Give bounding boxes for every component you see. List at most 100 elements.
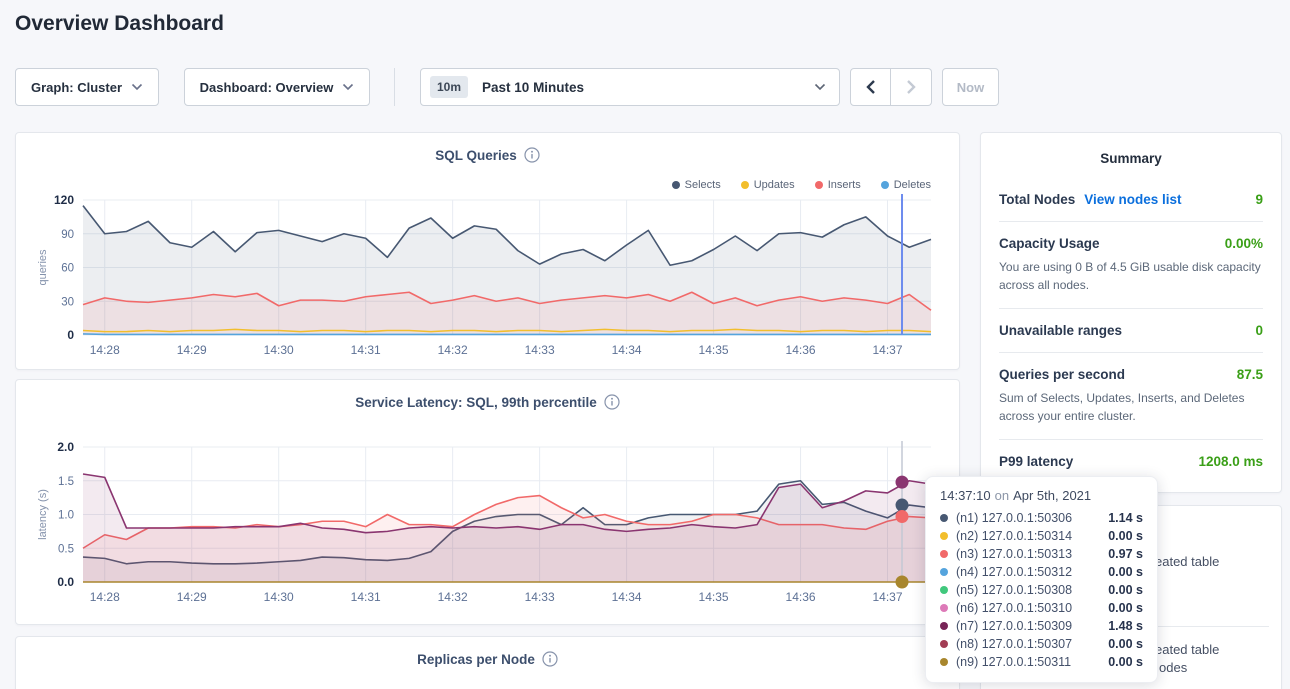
- view-nodes-list-link[interactable]: View nodes list: [1084, 192, 1182, 207]
- tooltip-node-row: (n9) 127.0.0.1:50311 0.00 s: [940, 653, 1143, 671]
- service-latency-panel: Service Latency: SQL, 99th percentile 0.…: [15, 379, 960, 625]
- svg-text:30: 30: [61, 296, 74, 308]
- tooltip-node-row: (n1) 127.0.0.1:50306 1.14 s: [940, 509, 1143, 527]
- svg-text:90: 90: [61, 229, 74, 241]
- svg-text:14:29: 14:29: [177, 590, 207, 604]
- time-nav-group: [850, 68, 932, 106]
- event-item-fragment[interactable]: odes: [1159, 660, 1188, 675]
- node-address: (n3) 127.0.0.1:50313: [956, 547, 1073, 561]
- svg-text:2.0: 2.0: [57, 440, 74, 454]
- node-address: (n9) 127.0.0.1:50311: [956, 655, 1072, 669]
- tooltip-node-row: (n8) 127.0.0.1:50307 0.00 s: [940, 635, 1143, 653]
- node-latency-value: 0.00 s: [1108, 583, 1143, 597]
- summary-divider: [999, 439, 1263, 440]
- summary-divider: [999, 352, 1263, 353]
- legend-item-updates[interactable]: Updates: [740, 179, 795, 191]
- svg-text:14:28: 14:28: [90, 590, 120, 604]
- tooltip-node-list: (n1) 127.0.0.1:50306 1.14 s (n2) 127.0.0.1…: [940, 509, 1143, 671]
- tooltip-on: on: [994, 488, 1010, 503]
- chart-title: SQL Queries: [435, 147, 517, 163]
- summary-label: Total Nodes: [999, 192, 1076, 207]
- node-latency-value: 0.00 s: [1108, 601, 1143, 615]
- legend-dot-icon: [671, 181, 680, 189]
- tooltip-date: Apr 5th, 2021: [1013, 488, 1092, 503]
- events-divider: [1157, 626, 1269, 627]
- info-icon[interactable]: [542, 651, 558, 667]
- now-button[interactable]: Now: [942, 68, 999, 106]
- node-address: (n2) 127.0.0.1:50314: [956, 529, 1073, 543]
- legend-item-deletes[interactable]: Deletes: [880, 179, 931, 191]
- chart-legend: Selects Updates Inserts Deletes: [671, 179, 931, 191]
- legend-item-inserts[interactable]: Inserts: [814, 179, 861, 191]
- node-color-dot-icon: [940, 640, 948, 648]
- svg-text:14:36: 14:36: [786, 343, 816, 357]
- svg-text:14:29: 14:29: [177, 343, 207, 357]
- svg-text:14:33: 14:33: [525, 590, 555, 604]
- node-latency-value: 1.14 s: [1108, 511, 1143, 525]
- node-color-dot-icon: [940, 532, 948, 540]
- summary-value: 1208.0 ms: [1198, 454, 1263, 469]
- svg-text:120: 120: [54, 193, 74, 207]
- time-range-dropdown[interactable]: 10m Past 10 Minutes: [420, 68, 840, 106]
- summary-panel: Summary Total Nodes View nodes list 9 Capac…: [980, 132, 1282, 493]
- dashboard-dropdown[interactable]: Dashboard: Overview: [184, 68, 370, 106]
- summary-value: 9: [1255, 192, 1263, 207]
- graph-dropdown-label: Graph: Cluster: [30, 79, 122, 95]
- graph-dropdown[interactable]: Graph: Cluster: [15, 68, 159, 106]
- svg-text:14:36: 14:36: [786, 590, 816, 604]
- legend-dot-icon: [814, 181, 823, 189]
- node-address: (n5) 127.0.0.1:50308: [956, 583, 1073, 597]
- chart-title: Service Latency: SQL, 99th percentile: [355, 394, 597, 410]
- tooltip-node-row: (n7) 127.0.0.1:50309 1.48 s: [940, 617, 1143, 635]
- service-latency-chart[interactable]: 0.0 0.5 1.0 1.5 2.0 14:28 14:29 14:30 14:31 14:32…: [16, 438, 961, 610]
- tooltip-node-row: (n4) 127.0.0.1:50312 0.00 s: [940, 563, 1143, 581]
- svg-text:0.0: 0.0: [57, 575, 74, 589]
- tooltip-node-row: (n5) 127.0.0.1:50308 0.00 s: [940, 581, 1143, 599]
- sql-queries-chart[interactable]: 0 30 60 90 120 14:28 14:29 14:30 14:31 14:32 14:33…: [16, 191, 961, 363]
- svg-text:14:31: 14:31: [351, 590, 381, 604]
- chevron-left-icon: [865, 80, 875, 94]
- time-next-button[interactable]: [891, 68, 932, 106]
- summary-items: Total Nodes View nodes list 9 Capacity Usag…: [999, 192, 1263, 469]
- summary-label: Capacity Usage: [999, 236, 1100, 251]
- summary-value: 0.00%: [1224, 236, 1263, 251]
- info-icon[interactable]: [604, 394, 620, 410]
- info-icon[interactable]: [524, 147, 540, 163]
- summary-title: Summary: [1100, 151, 1162, 166]
- node-color-dot-icon: [940, 550, 948, 558]
- summary-label: Unavailable ranges: [999, 323, 1123, 338]
- chart-title-row: SQL Queries: [16, 147, 959, 163]
- event-item-fragment[interactable]: eated table: [1155, 642, 1220, 657]
- svg-text:14:37: 14:37: [872, 590, 902, 604]
- svg-text:14:28: 14:28: [90, 343, 120, 357]
- replicas-per-node-panel: Replicas per Node: [15, 636, 960, 689]
- dashboard-dropdown-label: Dashboard: Overview: [199, 79, 334, 95]
- chevron-down-icon: [343, 83, 354, 91]
- summary-value: 87.5: [1236, 367, 1263, 382]
- chart-title: Replicas per Node: [417, 651, 535, 667]
- summary-row: P99 latency 1208.0 ms: [999, 454, 1263, 469]
- event-item-fragment[interactable]: eated table: [1155, 554, 1220, 569]
- summary-row: Queries per second 87.5: [999, 367, 1263, 382]
- node-address: (n4) 127.0.0.1:50312: [956, 565, 1073, 579]
- svg-text:14:35: 14:35: [699, 590, 729, 604]
- legend-item-selects[interactable]: Selects: [671, 179, 721, 191]
- svg-text:1.5: 1.5: [58, 476, 74, 488]
- svg-text:14:31: 14:31: [351, 343, 381, 357]
- svg-text:60: 60: [61, 263, 74, 275]
- legend-dot-icon: [740, 181, 749, 189]
- svg-text:14:34: 14:34: [612, 343, 642, 357]
- tooltip-node-row: (n3) 127.0.0.1:50313 0.97 s: [940, 545, 1143, 563]
- time-prev-button[interactable]: [850, 68, 891, 106]
- svg-text:queries: queries: [37, 249, 49, 286]
- node-color-dot-icon: [940, 604, 948, 612]
- svg-text:latency (s): latency (s): [37, 489, 49, 540]
- svg-text:0: 0: [67, 328, 74, 342]
- summary-row: Unavailable ranges 0: [999, 323, 1263, 338]
- node-latency-value: 0.00 s: [1108, 637, 1143, 651]
- summary-description: Sum of Selects, Updates, Inserts, and De…: [999, 391, 1245, 423]
- chevron-right-icon: [907, 80, 916, 94]
- svg-text:0.5: 0.5: [58, 543, 74, 555]
- legend-dot-icon: [880, 181, 889, 189]
- node-latency-value: 1.48 s: [1108, 619, 1143, 633]
